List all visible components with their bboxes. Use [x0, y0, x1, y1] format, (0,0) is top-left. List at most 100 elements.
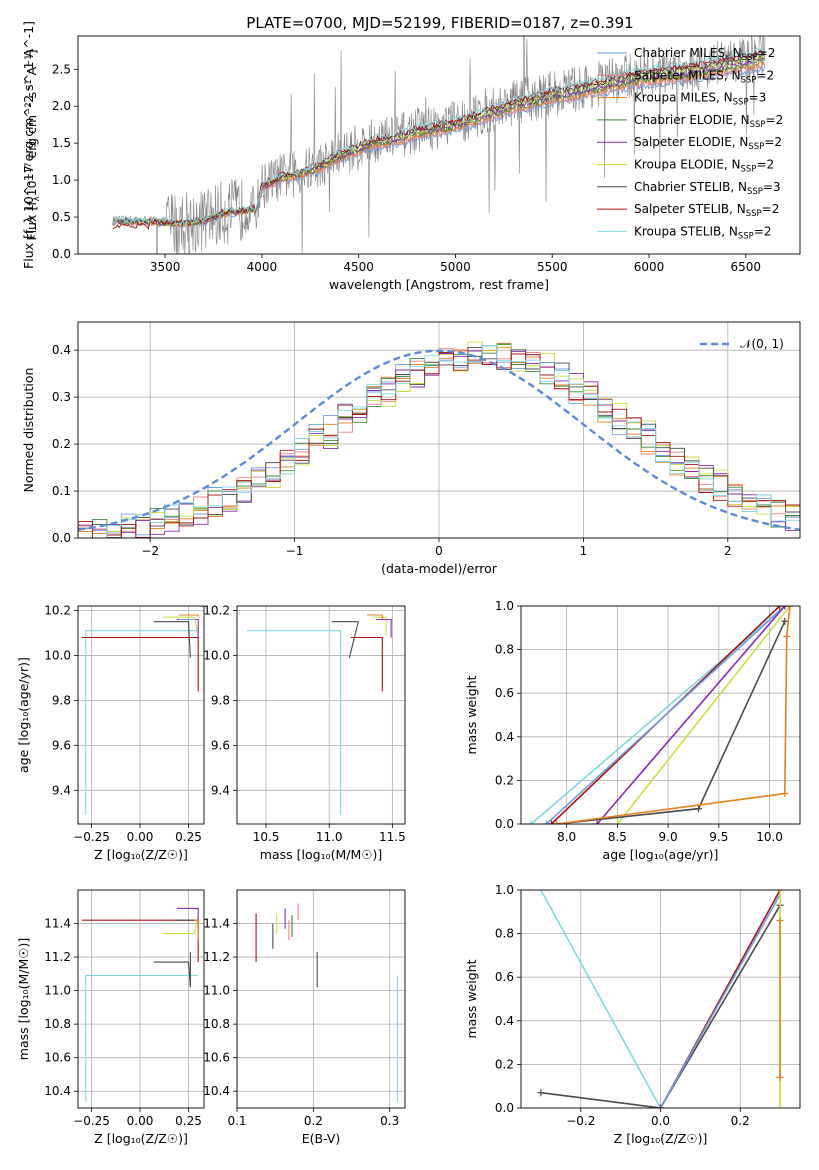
weight-marker — [527, 820, 535, 824]
cumulative-line — [85, 974, 199, 1102]
y-tick-label: 11.0 — [203, 984, 230, 998]
x-tick-label: 0.25 — [175, 1114, 202, 1128]
y-axis-label: age [log₁₀(age/yr)] — [16, 657, 31, 773]
weight-marker — [657, 1104, 664, 1108]
y-axis-label: Flux [f_λ 10^-17 erg cm^-2 s^-1 A^-1] — [21, 21, 36, 269]
spectrum-model-line — [112, 61, 766, 228]
y-tick-label: 9.4 — [211, 783, 230, 797]
weight-line — [556, 606, 791, 824]
x-tick-label: 0.2 — [731, 1114, 750, 1128]
figure-title: PLATE=0700, MJD=52199, FIBERID=0187, z=0… — [246, 14, 633, 32]
y-tick-label: 0.0 — [52, 531, 71, 545]
weight-marker — [553, 820, 561, 824]
legend-sub: SSP — [733, 98, 749, 108]
legend-suffix: =2 — [754, 224, 772, 238]
z-age-plot — [81, 614, 199, 815]
cumulative-line — [153, 621, 191, 658]
y-tick-label: 9.8 — [52, 693, 71, 707]
weight-marker — [776, 917, 784, 925]
z-mass-plot — [81, 907, 199, 1102]
weight-marker — [695, 805, 703, 813]
y-tick-label: 1.5 — [52, 136, 71, 150]
legend-sub: SSP — [746, 209, 762, 219]
weight-line — [659, 894, 781, 1108]
legend-sub: SSP — [747, 187, 763, 197]
y-tick-label: 0.1 — [52, 484, 71, 498]
legend-sub: SSP — [741, 165, 757, 175]
residual-histogram — [78, 345, 800, 538]
weight-marker — [776, 1104, 784, 1108]
legend-suffix: =2 — [764, 135, 782, 149]
y-tick-label: 10.6 — [44, 1051, 71, 1065]
axes-frame — [236, 889, 406, 1109]
y-tick-label: 0.4 — [52, 343, 71, 357]
cumulative-line — [178, 614, 199, 618]
y-axis-label: Flux [fλ10−17 erg cm−2 s−1 A−1] — [24, 49, 42, 240]
x-tick-label: −2 — [141, 544, 159, 558]
y-tick-label: 10.0 — [44, 648, 71, 662]
weight-marker — [781, 617, 789, 625]
y-tick-label: 11.0 — [44, 984, 71, 998]
z-age-axes: −0.25 0.00 0.25 9.4 9.6 9.8 10.0 10.2 Z [log₁₀(Z… — [16, 603, 204, 862]
x-tick-label: 5500 — [537, 260, 568, 274]
y-tick-label: 9.4 — [52, 783, 71, 797]
weight-line — [540, 904, 781, 1108]
weight-line — [545, 606, 786, 824]
weight-marker — [542, 820, 550, 824]
z-weight-axes: −0.2 0.0 0.2 0.0 0.2 0.4 0.6 0.8 1.0 Z [log₁₀(Z/Z… — [464, 883, 800, 1146]
x-tick-label: 0.25 — [175, 830, 202, 844]
y-tick-label: 11.4 — [203, 917, 230, 931]
weight-line — [616, 606, 791, 824]
ebv-mass-plot — [255, 903, 398, 1102]
y-tick-label: 9.6 — [211, 738, 230, 752]
legend-entry: Salpeter ELODIE, NSSP=2 — [634, 135, 782, 152]
legend-suffix: =3 — [749, 91, 767, 105]
legend-sub: SSP — [738, 231, 754, 241]
spectrum-model-line — [112, 66, 766, 228]
y-tick-label: 10.4 — [203, 1084, 230, 1098]
age-weight-axes: 8.0 8.5 9.0 9.5 10.0 0.0 0.2 0.4 0.6 0.8 1.0 age [l… — [464, 599, 800, 862]
legend-entry: Chabrier STELIB, NSSP=3 — [634, 180, 781, 197]
x-tick-label: 9.0 — [659, 830, 678, 844]
weight-marker — [786, 606, 794, 610]
weight-line — [540, 890, 662, 1108]
x-tick-label: 0.2 — [304, 1114, 323, 1128]
x-axis-label: mass [log₁₀(M/M☉)] — [260, 847, 382, 862]
legend-entry: 𝒩(0, 1) — [740, 337, 784, 351]
x-axis-label: Z [log₁₀(Z/Z☉)] — [94, 1131, 188, 1146]
y-tick-label: 0.2 — [495, 773, 514, 787]
y-tick-label: 0.2 — [52, 437, 71, 451]
axes-frame — [520, 605, 801, 825]
legend-entry: Chabrier MILES, NSSP=2 — [634, 46, 775, 63]
x-tick-label: 0 — [435, 544, 443, 558]
y-tick-label: 1.0 — [52, 173, 71, 187]
x-tick-label: −0.25 — [73, 830, 110, 844]
z-mass-axes: −0.25 0.00 0.25 10.4 10.6 10.8 11.0 11.2 11.4 Z [… — [16, 890, 204, 1146]
x-axis-label: wavelength [Angstrom, rest frame] — [329, 277, 549, 292]
spectrum-plot — [112, 36, 766, 254]
spectrum-model-line — [112, 49, 766, 231]
cumulative-line — [372, 616, 387, 636]
x-tick-label: 6500 — [731, 260, 762, 274]
cumulative-line — [247, 630, 342, 815]
x-tick-label: 8.5 — [608, 830, 627, 844]
legend-entry: Salpeter STELIB, NSSP=2 — [634, 202, 779, 219]
weight-line — [556, 620, 786, 824]
x-tick-label: 10.5 — [253, 830, 280, 844]
y-tick-label: 1.0 — [495, 883, 514, 897]
y-tick-label: 11.2 — [203, 950, 230, 964]
y-tick-label: 9.6 — [52, 738, 71, 752]
weight-marker — [776, 606, 784, 610]
cumulative-line — [331, 621, 360, 658]
age-weight-plot — [527, 606, 794, 824]
mass-age-axes: 10.5 11.0 11.5 9.4 9.6 9.8 10.0 10.2 mass [log₁₀… — [203, 603, 405, 862]
legend-suffix: =2 — [756, 158, 774, 172]
axes-frame — [520, 889, 801, 1109]
legend-suffix: =2 — [766, 113, 784, 127]
x-tick-label: 0.00 — [127, 830, 154, 844]
x-tick-label: 4500 — [343, 260, 374, 274]
cumulative-line — [81, 636, 199, 692]
legend-sub: SSP — [748, 142, 764, 152]
